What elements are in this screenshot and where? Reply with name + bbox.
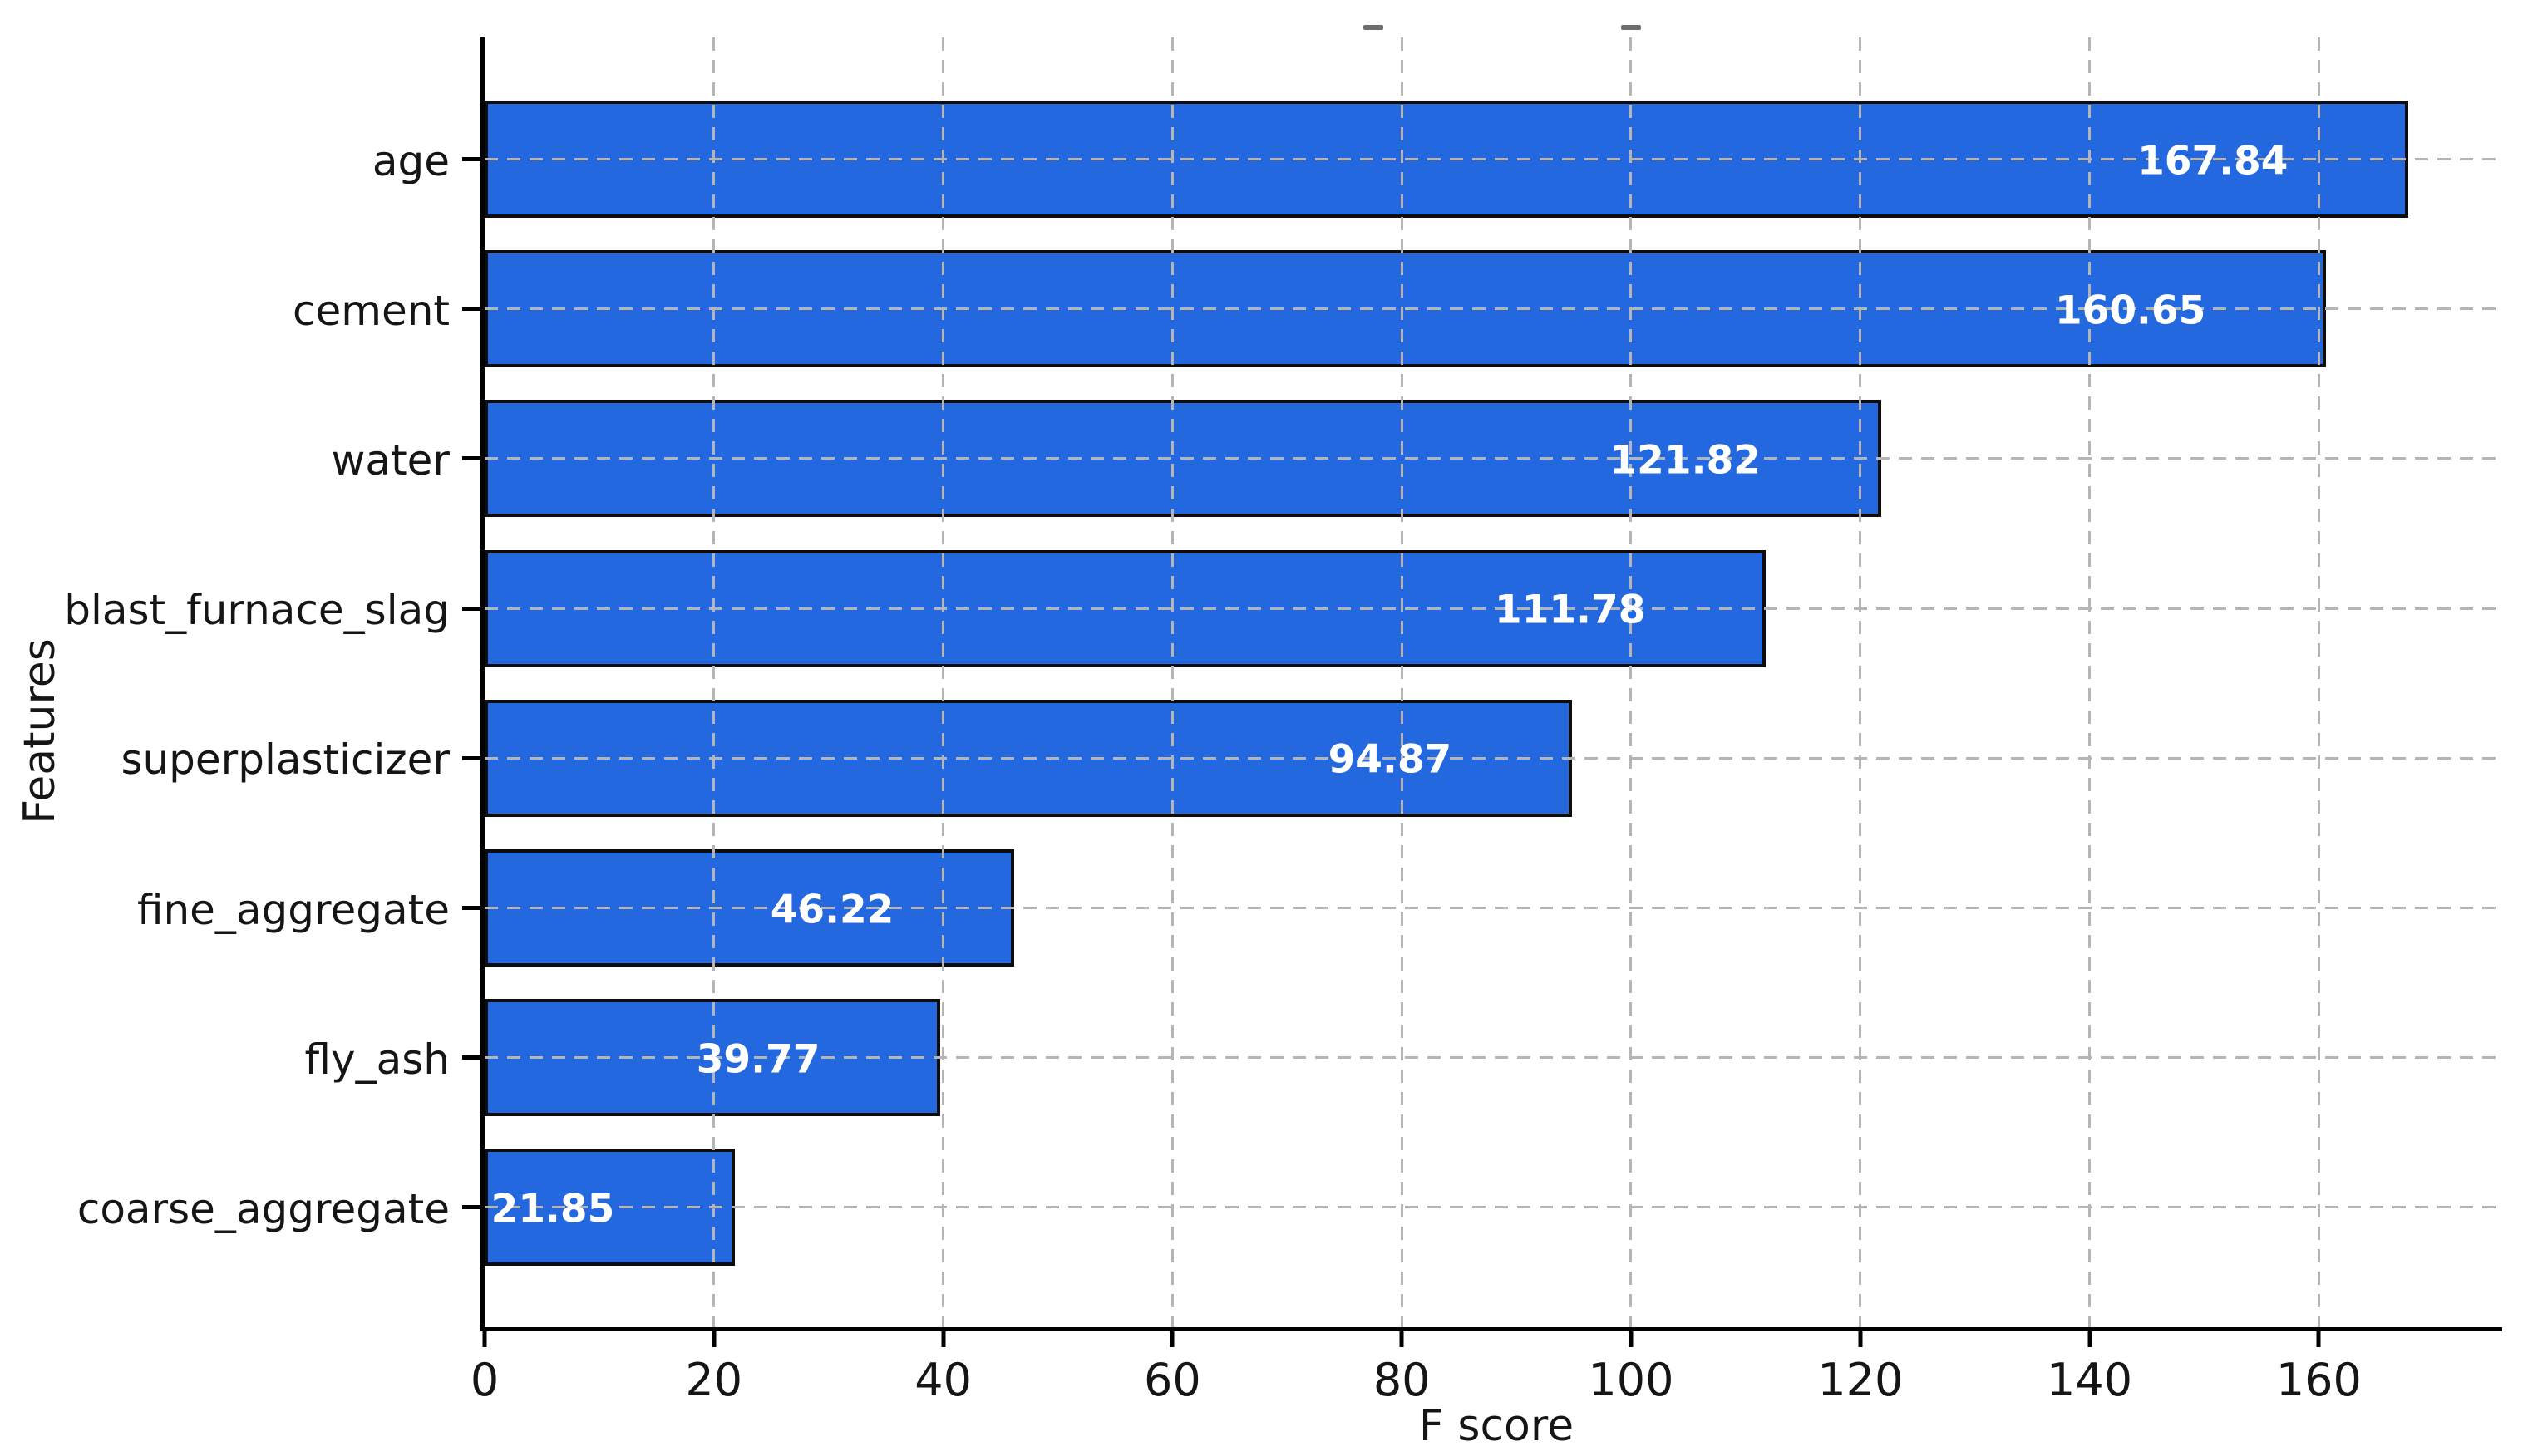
cropped-text-artifact — [1621, 25, 1641, 30]
x-gridline — [942, 37, 945, 1327]
y-tick-label-superplasticizer: superplasticizer — [121, 735, 450, 785]
x-tick-label: 40 — [914, 1354, 972, 1406]
y-tick-mark — [462, 157, 485, 161]
y-tick-label-fine_aggregate: fine_aggregate — [136, 885, 450, 934]
x-tick-label: 20 — [685, 1354, 743, 1406]
y-gridline — [485, 756, 2502, 760]
y-tick-mark — [462, 906, 485, 910]
cropped-text-artifact — [1363, 25, 1383, 30]
x-tick-label: 120 — [1817, 1354, 1904, 1406]
plot-area: 0 20 40 60 80 100 120 140 160 167.84 age 160.65 ceme… — [64, 37, 2502, 1406]
bar-value-label: 39.77 — [696, 1036, 820, 1083]
y-gridline — [485, 1206, 2502, 1209]
x-tick-label: 80 — [1372, 1354, 1431, 1406]
x-tick-mark — [1629, 1327, 1634, 1347]
y-tick-label-blast_furnace_slag: blast_furnace_slag — [64, 586, 450, 635]
x-tick-mark — [941, 1327, 946, 1347]
y-tick-mark — [462, 755, 485, 760]
y-tick-mark — [462, 606, 485, 611]
y-tick-label-water: water — [331, 435, 450, 485]
x-tick-label: 0 — [470, 1354, 500, 1406]
y-gridline — [485, 607, 2502, 610]
y-tick-label-fly_ash: fly_ash — [304, 1035, 450, 1084]
y-tick-label-coarse_aggregate: coarse_aggregate — [76, 1184, 450, 1233]
x-axis-title: F score — [1418, 1401, 1574, 1451]
x-gridline — [2317, 37, 2320, 1327]
y-axis-title: Features — [15, 638, 65, 824]
y-tick-mark — [462, 1205, 485, 1210]
x-gridline — [1629, 37, 1633, 1327]
x-gridline — [712, 37, 716, 1327]
y-tick-mark — [462, 1055, 485, 1060]
x-gridline — [2088, 37, 2092, 1327]
x-gridline — [1170, 37, 1174, 1327]
y-gridline — [485, 307, 2502, 311]
x-tick-mark — [482, 1327, 487, 1347]
x-tick-label: 60 — [1144, 1354, 1201, 1406]
bar-value-label: 121.82 — [1609, 437, 1761, 484]
x-tick-mark — [2087, 1327, 2092, 1347]
x-tick-label: 100 — [1588, 1354, 1674, 1406]
y-tick-label-cement: cement — [292, 286, 450, 335]
x-tick-mark — [1399, 1327, 1404, 1347]
y-tick-mark — [462, 307, 485, 312]
x-gridline — [1400, 37, 1403, 1327]
y-tick-label-age: age — [372, 136, 450, 185]
x-tick-mark — [712, 1327, 717, 1347]
x-tick-mark — [2316, 1327, 2321, 1347]
y-tick-mark — [462, 456, 485, 461]
y-gridline — [485, 158, 2502, 160]
bar-value-label: 111.78 — [1495, 587, 1646, 633]
x-tick-label: 160 — [2275, 1354, 2362, 1406]
bar-value-label: 21.85 — [490, 1186, 615, 1232]
x-tick-label: 140 — [2047, 1354, 2133, 1406]
x-tick-mark — [1858, 1327, 1863, 1347]
x-tick-mark — [1170, 1327, 1175, 1347]
y-gridline — [485, 907, 2502, 909]
y-gridline — [485, 1056, 2502, 1060]
bar-value-label: 94.87 — [1328, 736, 1452, 783]
bar-value-label: 160.65 — [2054, 288, 2206, 334]
x-gridline — [1859, 37, 1862, 1327]
y-gridline — [485, 457, 2502, 460]
bar-value-label: 46.22 — [770, 887, 894, 932]
bar-value-label: 167.84 — [2137, 138, 2289, 184]
